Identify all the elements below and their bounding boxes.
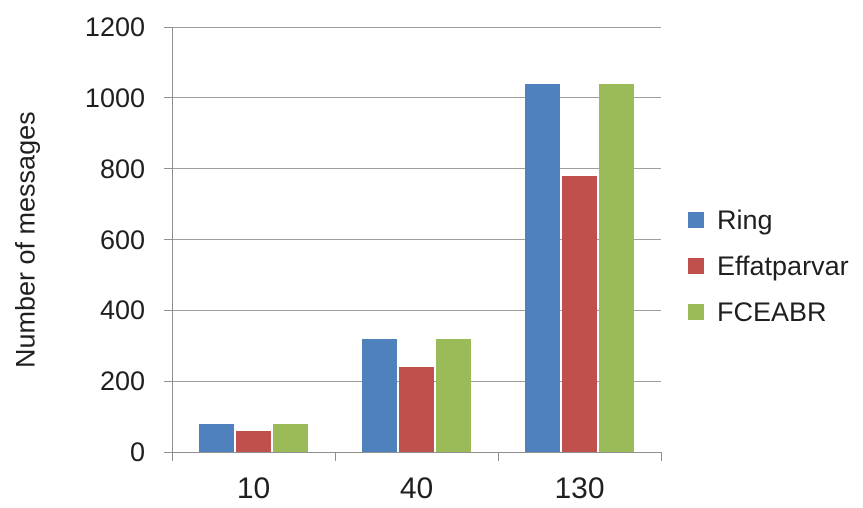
x-category-label: 10 [236,472,271,505]
legend-item-fceabr: FCEABR [688,296,849,328]
y-tick-label: 800 [99,153,145,184]
gridline [172,239,661,240]
legend-label: Ring [717,204,773,235]
y-tick-label: 0 [129,437,145,467]
y-axis-tick [164,168,172,170]
legend: Ring Effatparvar FCEABR [688,204,849,342]
bar-ring-130 [525,83,560,452]
y-tick-label: 400 [99,295,145,326]
y-axis-tick [164,380,172,382]
y-axis-tick [164,26,172,28]
bar-effatparvar-40 [399,367,434,452]
legend-label: FCEABR [717,296,827,327]
y-axis-tick [164,97,172,99]
bar-ring-10 [199,423,234,452]
legend-item-effatparvar: Effatparvar [688,250,849,282]
bar-effatparvar-10 [236,430,271,452]
bar-fceabr-130 [599,83,634,452]
legend-swatch-fceabr [688,304,704,320]
bar-ring-40 [362,338,397,452]
y-axis-title: Number of messages [10,111,41,368]
y-axis-tick [164,309,172,311]
y-axis-tick [164,451,172,453]
x-category-label: 40 [399,472,434,505]
x-category-label: 130 [554,472,605,505]
legend-swatch-ring [688,212,704,228]
y-tick-label: 1000 [84,82,145,113]
y-axis-line [171,27,173,452]
legend-swatch-effatparvar [688,258,704,274]
x-axis-tick [334,452,336,461]
y-tick-label: 1200 [84,12,145,42]
gridline [172,168,661,170]
bar-fceabr-10 [273,423,308,452]
y-axis-tick [164,239,172,240]
legend-label: Effatparvar [717,250,849,281]
gridline [172,309,661,311]
x-axis-line [172,451,661,453]
x-axis-tick [497,452,499,461]
y-tick-label: 600 [99,224,145,255]
gridline [172,97,661,99]
gridline [172,26,661,28]
bar-fceabr-40 [436,338,471,452]
legend-item-ring: Ring [688,204,849,236]
x-axis-tick [660,452,662,461]
bar-effatparvar-130 [562,175,597,452]
y-tick-label: 200 [99,366,145,397]
x-axis-tick [171,452,173,461]
